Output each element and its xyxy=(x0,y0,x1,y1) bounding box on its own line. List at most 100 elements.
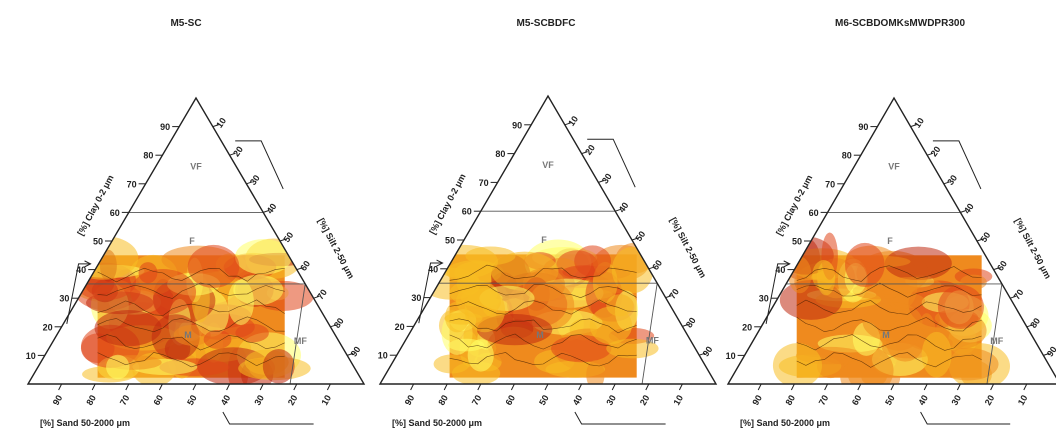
tick-label: 10 xyxy=(912,116,926,130)
tick-label: 40 xyxy=(775,265,785,275)
tick-mark xyxy=(923,383,928,391)
tick-label: 50 xyxy=(792,237,802,247)
arrow-sand xyxy=(574,411,666,425)
tick-label: 10 xyxy=(671,393,685,407)
tick-label: 50 xyxy=(978,230,992,244)
tick-label: 70 xyxy=(315,287,329,301)
tick-label: 40 xyxy=(916,393,930,407)
class-boundary xyxy=(986,283,1003,385)
heatmap-cell xyxy=(812,260,836,291)
contour-line xyxy=(449,264,637,281)
tick-label: 80 xyxy=(1028,316,1042,330)
tick-mark xyxy=(993,267,1000,271)
panel-title: M5-SC xyxy=(170,18,201,29)
axis-label: [%] Clay 0-2 μm xyxy=(75,173,115,237)
contour-line xyxy=(97,352,285,368)
class-label: VF xyxy=(888,162,900,172)
tick-label: 10 xyxy=(378,351,388,361)
arrow-clay xyxy=(66,263,91,324)
tick-mark xyxy=(645,383,650,391)
tick-mark xyxy=(58,383,63,391)
tick-label: 70 xyxy=(118,393,132,407)
tick-mark xyxy=(943,181,950,185)
contour-line xyxy=(796,282,982,298)
tick-label: 30 xyxy=(600,172,614,186)
tick-label: 10 xyxy=(26,351,36,361)
tick-label: 60 xyxy=(850,393,864,407)
tick-label: 80 xyxy=(684,316,698,330)
tick-mark xyxy=(91,383,96,391)
tick-mark xyxy=(192,383,197,391)
class-label: MF xyxy=(646,336,659,346)
tick-label: 40 xyxy=(428,264,438,274)
tick-label: 90 xyxy=(512,120,522,130)
tick-mark xyxy=(648,266,655,270)
class-label: F xyxy=(887,236,893,246)
tick-label: 80 xyxy=(332,316,346,330)
tick-label: 90 xyxy=(403,393,417,407)
tick-label: 70 xyxy=(127,179,137,189)
class-label: F xyxy=(189,236,195,246)
contour-line xyxy=(449,318,637,334)
tick-label: 20 xyxy=(395,322,405,332)
tick-label: 20 xyxy=(638,393,652,407)
tick-mark xyxy=(510,383,515,391)
tick-mark xyxy=(699,352,706,356)
class-label: M xyxy=(882,330,890,340)
heatmap-cell xyxy=(936,347,999,381)
tick-label: 30 xyxy=(411,293,421,303)
heatmap-cell xyxy=(94,309,162,347)
arrow-silt xyxy=(587,138,636,188)
axis-label: [%] Silt 2-50 μm xyxy=(316,217,356,281)
tick-mark xyxy=(229,152,236,156)
contour-line xyxy=(449,299,637,315)
heatmap xyxy=(67,235,314,384)
tick-mark xyxy=(212,124,219,128)
tick-mark xyxy=(158,383,163,391)
tick-mark xyxy=(313,295,320,299)
tick-label: 30 xyxy=(949,393,963,407)
tick-mark xyxy=(960,209,967,213)
arrow-sand xyxy=(222,411,314,425)
tick-mark xyxy=(581,151,588,155)
tick-mark xyxy=(125,383,130,391)
contour-line xyxy=(796,299,982,315)
tick-label: 50 xyxy=(445,236,455,246)
tick-mark xyxy=(631,237,639,241)
tick-mark xyxy=(857,383,862,391)
heatmap-cell xyxy=(187,244,240,289)
tick-mark xyxy=(824,383,829,391)
heatmap-cell xyxy=(921,331,952,378)
arrow-silt xyxy=(235,140,284,190)
tick-mark xyxy=(410,383,415,391)
tick-mark xyxy=(790,383,795,391)
tick-label: 80 xyxy=(495,149,505,159)
tick-mark xyxy=(564,122,571,126)
heatmap xyxy=(772,232,1011,384)
tick-label: 20 xyxy=(43,322,53,332)
tick-mark xyxy=(443,383,448,391)
arrow-clay xyxy=(765,263,790,324)
heatmap-cell xyxy=(173,324,211,346)
arrow-silt xyxy=(932,140,982,190)
axis-label: [%] Silt 2-50 μm xyxy=(1013,217,1053,281)
tick-label: 40 xyxy=(265,202,279,216)
tick-label: 70 xyxy=(1012,287,1026,301)
tick-label: 70 xyxy=(825,179,835,189)
tick-label: 30 xyxy=(759,294,769,304)
tick-label: 50 xyxy=(93,237,103,247)
tick-label: 80 xyxy=(143,151,153,161)
class-label: M xyxy=(184,330,192,340)
axis-label: [%] Clay 0-2 μm xyxy=(774,173,814,237)
tick-label: 80 xyxy=(842,151,852,161)
class-label: F xyxy=(541,235,547,245)
tick-label: 40 xyxy=(219,393,233,407)
tick-mark xyxy=(956,383,961,391)
tick-label: 90 xyxy=(51,393,65,407)
tick-label: 70 xyxy=(667,287,681,301)
class-boundary xyxy=(641,283,658,385)
tick-label: 50 xyxy=(883,393,897,407)
tick-label: 40 xyxy=(962,202,976,216)
